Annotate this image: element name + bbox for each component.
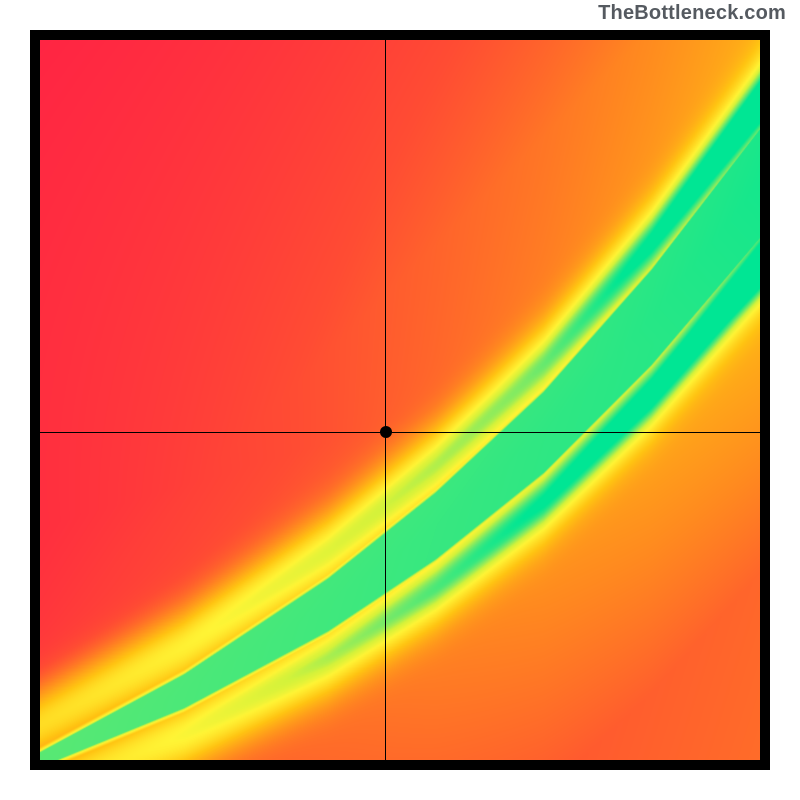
attribution-text: TheBottleneck.com <box>598 2 786 25</box>
heatmap-canvas <box>40 40 760 760</box>
root-container: TheBottleneck.com <box>0 0 800 800</box>
crosshair-horizontal <box>40 432 760 433</box>
plot-area <box>30 30 770 770</box>
marker-dot <box>380 426 392 438</box>
crosshair-vertical <box>385 40 386 760</box>
